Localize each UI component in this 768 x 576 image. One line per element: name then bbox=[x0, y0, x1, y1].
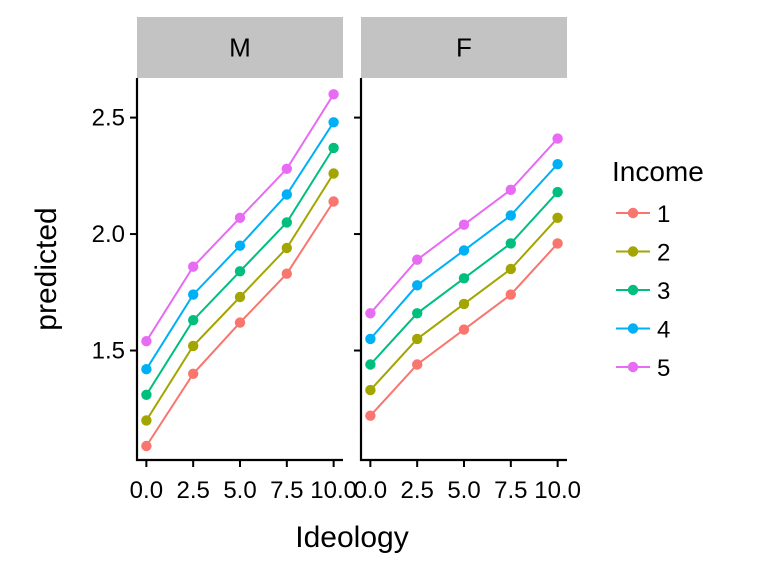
data-point-income-4 bbox=[328, 117, 339, 128]
data-point-income-3 bbox=[328, 142, 339, 154]
data-point-income-4 bbox=[365, 333, 376, 345]
strip-label: M bbox=[229, 33, 251, 63]
data-point-income-5 bbox=[328, 89, 339, 100]
data-point-income-2 bbox=[552, 212, 563, 223]
x-tick-label: 10.0 bbox=[310, 477, 357, 504]
data-point-income-1 bbox=[188, 368, 199, 379]
y-tick-label: 1.5 bbox=[92, 338, 125, 365]
legend-key-point bbox=[627, 323, 639, 334]
data-point-income-1 bbox=[552, 238, 563, 249]
data-point-income-4 bbox=[141, 364, 152, 375]
data-point-income-2 bbox=[412, 333, 423, 345]
legend-entry-5: 5 bbox=[616, 355, 670, 382]
data-point-income-1 bbox=[505, 289, 516, 300]
x-tick-label: 2.5 bbox=[400, 477, 433, 504]
legend-label: 4 bbox=[657, 317, 670, 344]
strip-label: F bbox=[456, 33, 472, 63]
legend-entry-4: 4 bbox=[616, 317, 670, 344]
data-point-income-1 bbox=[458, 324, 470, 335]
legend-key-point bbox=[627, 284, 639, 296]
data-point-income-5 bbox=[141, 336, 152, 347]
data-point-income-3 bbox=[281, 217, 292, 228]
data-point-income-1 bbox=[281, 268, 292, 279]
strip-background bbox=[137, 17, 343, 78]
x-tick-label: 5.0 bbox=[223, 477, 256, 504]
panels-group: M 1.5 2.0 2.5 0.0 2.5 5.0 7.5 10.0 F 0.0 2.5 5.0 7.5 1… bbox=[92, 17, 581, 504]
data-point-income-3 bbox=[188, 315, 199, 326]
data-point-income-5 bbox=[458, 219, 470, 230]
x-tick-label: 7.5 bbox=[494, 477, 527, 504]
legend-key-point bbox=[627, 246, 639, 257]
legend-label: 1 bbox=[657, 201, 670, 228]
data-point-income-3 bbox=[505, 238, 516, 249]
strip-background bbox=[361, 17, 567, 78]
y-tick-label: 2.0 bbox=[92, 221, 125, 248]
panel-F: F 0.0 2.5 5.0 7.5 10.0 bbox=[354, 17, 581, 504]
data-point-income-5 bbox=[412, 254, 423, 265]
data-point-income-1 bbox=[328, 196, 339, 207]
data-point-income-2 bbox=[458, 298, 470, 310]
legend-label: 3 bbox=[657, 278, 670, 305]
data-point-income-5 bbox=[505, 184, 516, 195]
data-point-income-1 bbox=[365, 410, 376, 421]
legend-key-point bbox=[627, 207, 639, 219]
panel-M: M 1.5 2.0 2.5 0.0 2.5 5.0 7.5 10.0 bbox=[92, 17, 357, 504]
legend-entry-2: 2 bbox=[616, 240, 670, 267]
data-point-income-4 bbox=[281, 189, 292, 200]
data-point-income-4 bbox=[234, 240, 246, 251]
data-point-income-5 bbox=[234, 212, 246, 223]
data-point-income-1 bbox=[234, 317, 246, 328]
data-point-income-4 bbox=[505, 210, 516, 221]
y-axis-title: predicted bbox=[30, 207, 63, 330]
legend-label: 5 bbox=[657, 355, 670, 382]
data-point-income-2 bbox=[328, 168, 339, 179]
data-point-income-2 bbox=[281, 242, 292, 254]
legend-key-point bbox=[627, 361, 639, 373]
data-point-income-3 bbox=[552, 186, 563, 198]
y-tick-label: 2.5 bbox=[92, 105, 125, 132]
data-point-income-2 bbox=[188, 340, 199, 352]
data-point-income-5 bbox=[281, 163, 292, 174]
x-tick-label: 7.5 bbox=[270, 477, 303, 504]
data-point-income-3 bbox=[365, 359, 376, 370]
x-tick-label: 5.0 bbox=[447, 477, 480, 504]
legend-entry-1: 1 bbox=[616, 201, 670, 228]
x-tick-label: 0.0 bbox=[130, 477, 163, 504]
data-point-income-2 bbox=[234, 291, 246, 303]
data-point-income-3 bbox=[458, 273, 470, 284]
data-point-income-4 bbox=[188, 289, 199, 300]
legend-label: 2 bbox=[657, 240, 670, 267]
data-point-income-5 bbox=[188, 261, 199, 272]
data-point-income-2 bbox=[141, 415, 152, 426]
data-point-income-1 bbox=[412, 359, 423, 370]
legend-entry-3: 3 bbox=[616, 278, 670, 305]
data-point-income-3 bbox=[234, 266, 246, 277]
data-point-income-2 bbox=[505, 263, 516, 275]
x-tick-label: 2.5 bbox=[176, 477, 209, 504]
data-point-income-3 bbox=[141, 389, 152, 400]
data-point-income-4 bbox=[458, 245, 470, 256]
data-point-income-2 bbox=[365, 384, 376, 396]
data-point-income-4 bbox=[552, 159, 563, 170]
x-tick-label: 0.0 bbox=[354, 477, 387, 504]
legend-title: Income bbox=[612, 156, 704, 187]
x-tick-label: 10.0 bbox=[534, 477, 581, 504]
data-point-income-5 bbox=[552, 133, 563, 144]
data-point-income-5 bbox=[365, 308, 376, 319]
data-point-income-4 bbox=[412, 280, 423, 291]
x-axis-title: Ideology bbox=[295, 521, 408, 554]
legend: Income 1 2 3 4 5 bbox=[612, 156, 704, 382]
data-point-income-1 bbox=[141, 440, 152, 452]
data-point-income-3 bbox=[412, 308, 423, 319]
